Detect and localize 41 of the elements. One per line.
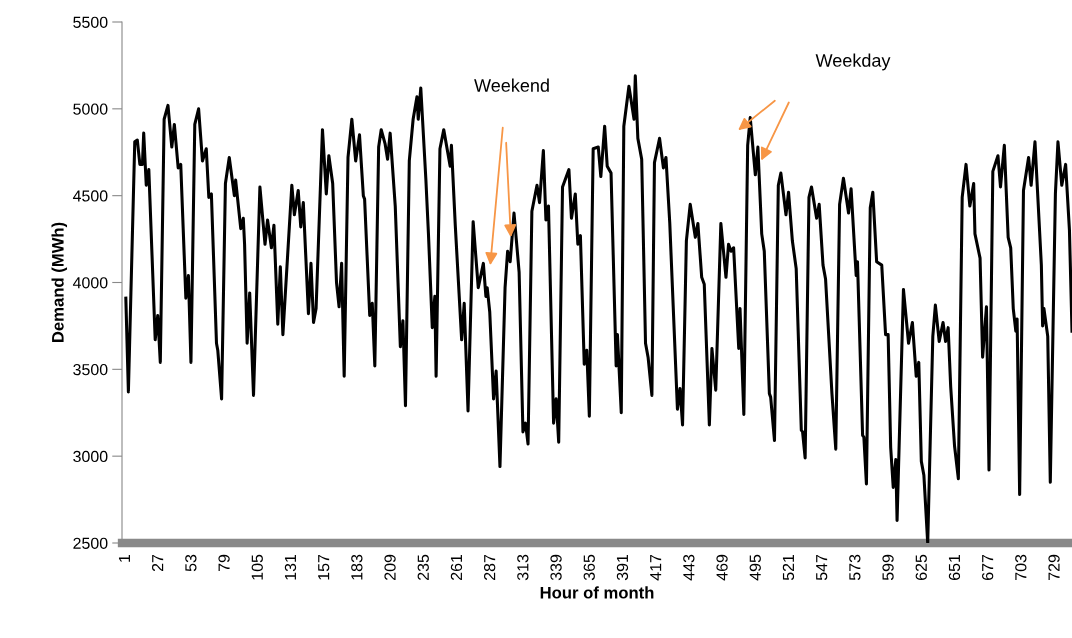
x-tick-label: 105 — [251, 554, 263, 580]
y-tick-label: 5000 — [73, 103, 108, 115]
x-tick-label: 209 — [384, 554, 396, 580]
y-tick-label: 3000 — [73, 450, 108, 463]
x-tick-label: 27 — [152, 554, 164, 572]
x-tick-label: 729 — [1048, 554, 1060, 580]
x-tick-label: 391 — [616, 554, 629, 581]
x-tick-label: 183 — [351, 554, 363, 580]
x-tick-label: 131 — [284, 554, 297, 580]
x-tick-label: 313 — [517, 554, 529, 581]
x-tick-label: 703 — [1015, 554, 1027, 580]
x-tick-label: 677 — [981, 554, 994, 580]
x-tick-label: 599 — [882, 554, 894, 581]
x-tick-label: 53 — [185, 554, 197, 572]
line-series — [124, 74, 1072, 543]
y-axis-title: Demand (MWh) — [51, 222, 68, 343]
y-tick-label: 5500 — [73, 16, 108, 28]
y-tick-label: 3500 — [73, 363, 108, 376]
x-tick-label: 79 — [218, 554, 230, 572]
x-tick-label: 547 — [816, 554, 828, 581]
x-tick-label: 235 — [417, 554, 429, 580]
x-tick-label: 625 — [915, 554, 927, 580]
x-tick-label: 339 — [550, 554, 562, 581]
x-tick-label: 651 — [948, 554, 961, 580]
y-tick-label: 2500 — [73, 537, 108, 549]
y-tick-label: 4500 — [72, 190, 108, 202]
x-tick-label: 417 — [650, 554, 662, 581]
annotation: Weekend — [474, 78, 549, 92]
annotation: Weekday — [815, 53, 891, 71]
x-tick-label: 573 — [849, 554, 861, 581]
x-tick-label: 521 — [782, 554, 795, 581]
x-tick-label: 365 — [583, 554, 595, 581]
x-tick-label: 157 — [318, 554, 330, 580]
x-tick-label: 469 — [716, 554, 728, 581]
x-tick-label: 443 — [683, 554, 695, 581]
x-tick-label: 1 — [118, 554, 130, 562]
x-tick-label: 287 — [484, 554, 496, 580]
x-axis-title: Hour of month — [540, 586, 654, 599]
x-tick-label: 261 — [450, 554, 463, 580]
x-tick-label: 495 — [749, 554, 761, 581]
y-tick-label: 4000 — [72, 277, 108, 289]
